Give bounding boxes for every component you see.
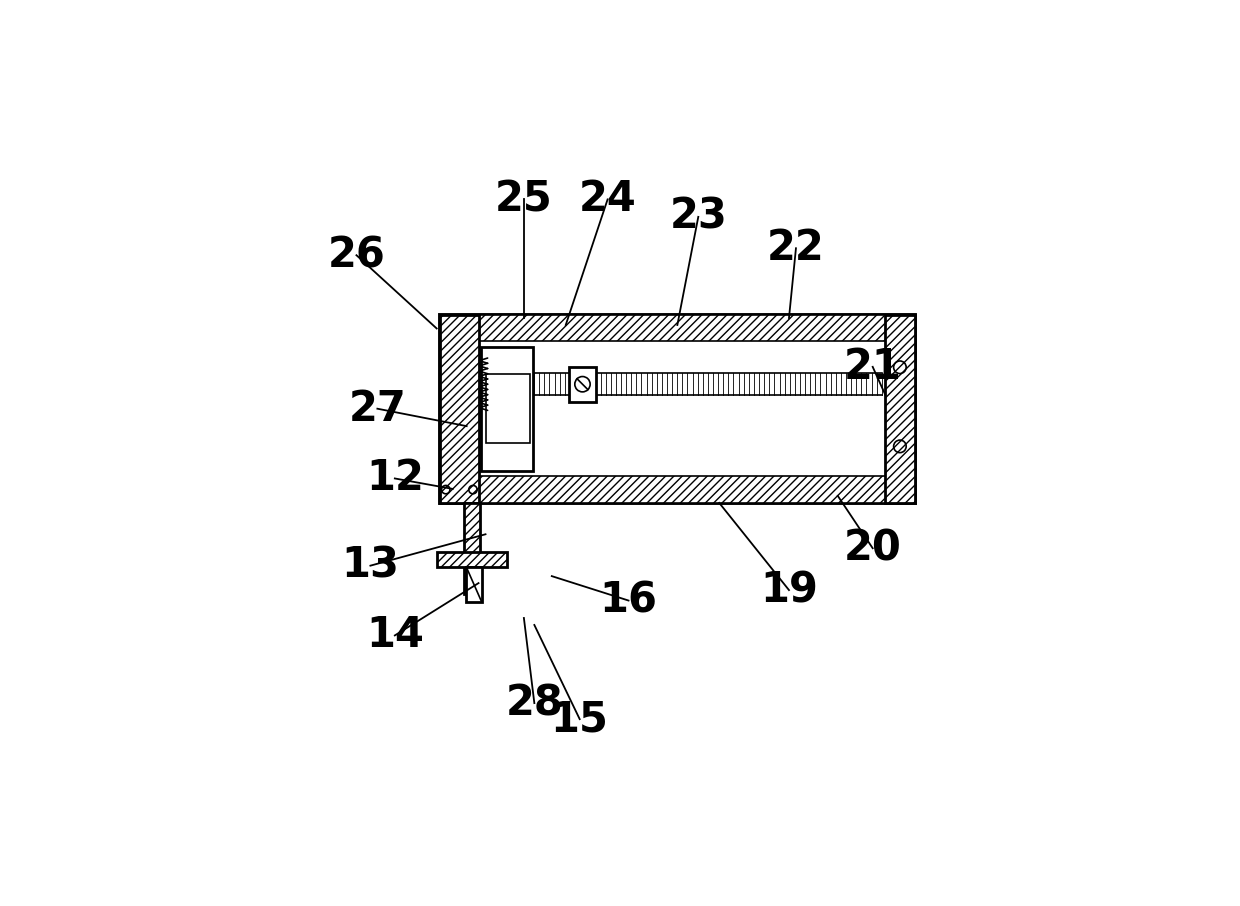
Text: 15: 15 [551, 699, 609, 740]
Text: 24: 24 [579, 178, 636, 220]
Text: 27: 27 [348, 388, 407, 429]
Text: 26: 26 [327, 235, 386, 276]
Bar [466, 567, 481, 602]
Text: 21: 21 [843, 346, 901, 388]
Text: 12: 12 [366, 458, 424, 499]
Bar [440, 314, 915, 503]
Bar [569, 367, 595, 401]
Bar [885, 314, 915, 503]
Text: 16: 16 [599, 580, 657, 622]
Text: 28: 28 [506, 682, 563, 724]
Bar [464, 503, 480, 593]
Text: 25: 25 [495, 178, 553, 220]
Text: 14: 14 [366, 614, 424, 657]
Text: 23: 23 [670, 196, 727, 238]
Bar [440, 314, 479, 503]
Text: 13: 13 [341, 545, 399, 587]
Text: 22: 22 [768, 227, 825, 269]
Text: 20: 20 [843, 527, 901, 569]
Bar [486, 374, 531, 443]
Bar [440, 314, 915, 341]
Bar [481, 347, 533, 471]
Bar [436, 552, 507, 567]
Bar [440, 477, 915, 503]
Text: 19: 19 [760, 569, 818, 611]
